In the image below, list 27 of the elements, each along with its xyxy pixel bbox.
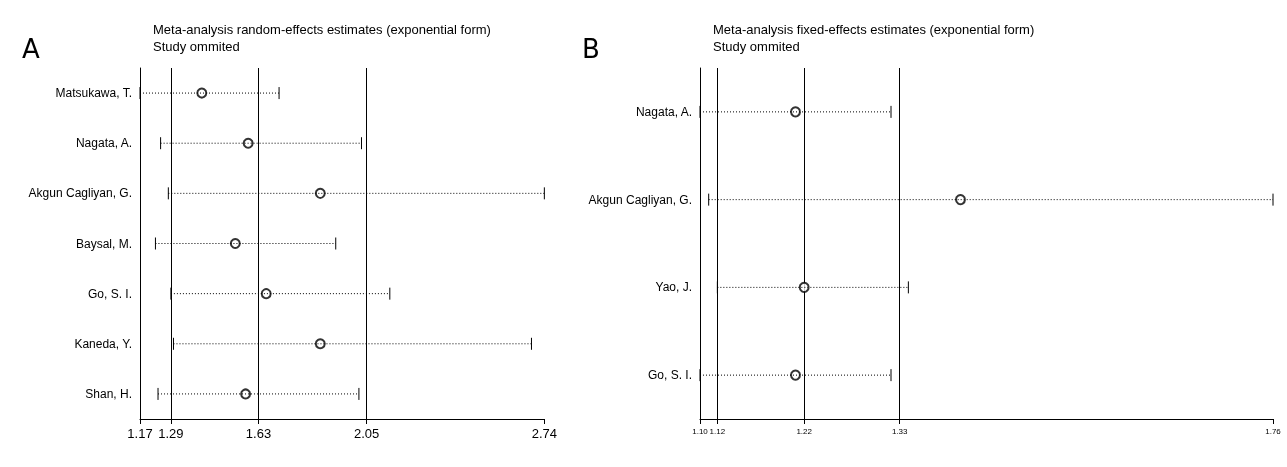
y-tick-label: Kaneda, Y.	[74, 336, 132, 351]
x-tick-label: 1.17	[127, 426, 153, 441]
x-tick-label: 1.29	[158, 426, 184, 441]
y-tick-label: Baysal, M.	[75, 236, 132, 251]
chart-subtitle: Study ommited	[713, 39, 800, 54]
y-tick-label: Yao, J.	[655, 280, 692, 295]
x-tick-label: 2.74	[531, 426, 558, 441]
y-tick-label: Akgun Cagliyan, G.	[588, 192, 692, 207]
chart-title: Meta-analysis random-effects estimates (exponential form)	[153, 22, 491, 37]
y-tick-label: Shan, H.	[85, 386, 132, 401]
x-tick-label: 1.63	[245, 426, 272, 441]
x-tick-label: 2.05	[353, 426, 380, 441]
text: A	[22, 34, 40, 64]
text: B	[582, 34, 600, 64]
chart-title: Meta-analysis fixed-effects estimates (exponential form)	[713, 22, 1035, 37]
y-tick-label: Go, S. I.	[87, 286, 132, 301]
y-tick-label: Nagata, A.	[635, 104, 692, 119]
y-tick-label: Go, S. I.	[647, 368, 692, 383]
x-tick-label: 1.12	[709, 426, 726, 436]
x-tick-label: 1.76	[1265, 426, 1282, 436]
x-tick-label: 1.10	[692, 426, 709, 436]
x-tick-label: 1.22	[796, 426, 813, 436]
x-tick-label: 1.33	[891, 426, 909, 436]
chart-subtitle: Study ommited	[153, 39, 240, 54]
y-tick-label: Matsukawa, T.	[55, 86, 132, 101]
y-tick-label: Nagata, A.	[75, 136, 132, 151]
y-tick-label: Akgun Cagliyan, G.	[28, 186, 132, 201]
